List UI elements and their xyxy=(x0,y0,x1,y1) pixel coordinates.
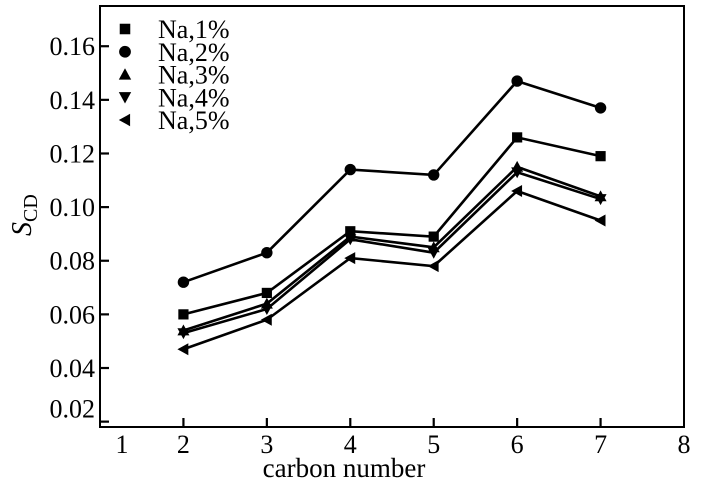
legend-item: Na,4% xyxy=(118,83,229,112)
marker-triangle-down xyxy=(594,194,607,206)
marker-square xyxy=(178,309,189,320)
y-tick-label: 0.10 xyxy=(50,193,96,222)
legend-label: Na,5% xyxy=(158,106,229,135)
marker-circle xyxy=(119,45,131,58)
legend-label: Na,4% xyxy=(158,83,229,112)
x-tick-label: 8 xyxy=(678,430,691,459)
marker-square xyxy=(428,231,439,242)
y-tick-label: 0.16 xyxy=(50,32,96,61)
legend-item: Na,3% xyxy=(118,61,229,90)
marker-triangle-down xyxy=(260,304,273,316)
marker-triangle-left xyxy=(260,313,272,326)
marker-triangle-down xyxy=(511,167,524,179)
series-line xyxy=(182,79,601,284)
y-tick-label: 0.08 xyxy=(50,247,96,276)
series-line xyxy=(183,165,602,332)
series-line xyxy=(182,189,602,351)
marker-triangle-left xyxy=(594,214,606,227)
y-tick-label: 0.14 xyxy=(50,86,96,115)
x-tick-label: 4 xyxy=(344,430,357,459)
marker-triangle-down xyxy=(427,247,440,259)
x-tick-label: 7 xyxy=(594,430,607,459)
marker-circle xyxy=(261,247,273,259)
legend-item: Na,2% xyxy=(119,38,229,67)
y-axis-label-main: S xyxy=(7,222,38,236)
legend: Na,1%Na,2%Na,3%Na,4%Na,5% xyxy=(118,15,229,135)
series-na-2- xyxy=(177,75,607,288)
y-tick-label: 0.06 xyxy=(50,300,96,329)
series-line xyxy=(183,135,601,316)
series-na-4- xyxy=(177,167,607,340)
marker-triangle-down xyxy=(177,328,190,340)
x-tick-label: 6 xyxy=(511,430,524,459)
marker-circle xyxy=(344,163,356,176)
marker-square xyxy=(261,287,272,299)
series-na-5- xyxy=(177,185,606,356)
marker-circle xyxy=(177,276,190,288)
x-axis-label: carbon number xyxy=(263,453,426,483)
x-tick-label: 3 xyxy=(260,430,273,459)
legend-label: Na,3% xyxy=(158,61,229,90)
x-tick-label: 2 xyxy=(177,430,190,459)
marker-square xyxy=(595,151,606,162)
marker-triangle-left xyxy=(118,113,131,127)
legend-label: Na,2% xyxy=(158,38,229,67)
legend-item: Na,5% xyxy=(118,106,229,135)
marker-triangle-up xyxy=(118,68,132,80)
marker-square xyxy=(512,132,523,143)
marker-triangle-left xyxy=(427,260,439,273)
legend-label: Na,1% xyxy=(158,15,229,44)
marker-triangle-left xyxy=(177,343,189,356)
marker-triangle-down xyxy=(118,92,132,104)
y-axis-label-subscript: CD xyxy=(20,194,42,222)
y-axis-label: SCD xyxy=(7,194,42,236)
legend-item: Na,1% xyxy=(119,15,229,44)
y-tick-label: 0.12 xyxy=(50,139,96,168)
marker-square xyxy=(119,23,131,35)
series-line xyxy=(183,170,601,335)
x-tick-label: 1 xyxy=(116,430,129,459)
marker-circle xyxy=(428,169,440,181)
y-tick-label: 0.02 xyxy=(50,395,96,424)
marker-triangle-left xyxy=(511,185,523,198)
marker-triangle-left xyxy=(344,252,356,265)
y-tick-label: 0.04 xyxy=(50,354,96,383)
marker-circle xyxy=(594,102,607,114)
plot-frame xyxy=(99,5,685,428)
marker-triangle-down xyxy=(344,234,357,246)
marker-circle xyxy=(511,75,523,87)
x-tick-label: 5 xyxy=(427,430,440,459)
